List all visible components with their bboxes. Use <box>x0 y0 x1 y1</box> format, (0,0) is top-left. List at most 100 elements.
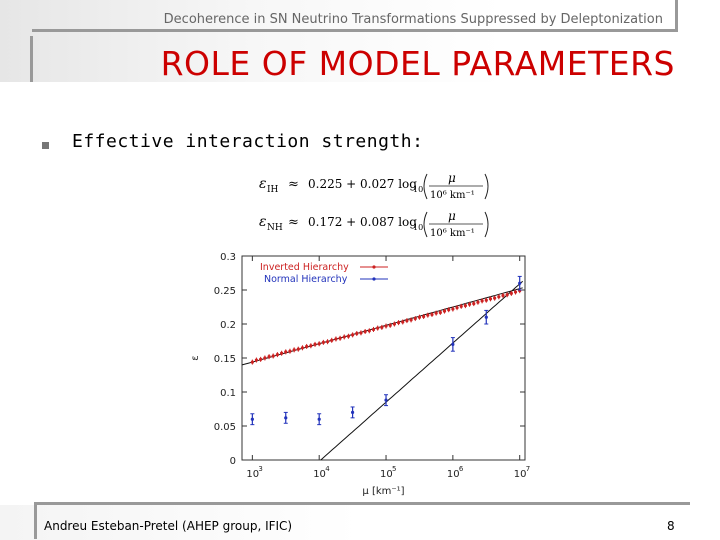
ih-point <box>467 302 472 306</box>
ih-point <box>342 335 346 339</box>
ih-point <box>296 347 300 351</box>
ih-point <box>488 297 493 301</box>
x-tick-label-exponent: 7 <box>526 465 530 473</box>
ih-point <box>396 321 401 325</box>
eq-ih-frac-den: 10⁶ km⁻¹ <box>430 190 475 201</box>
y-tick-label: 0 <box>230 456 236 467</box>
eq-nh-sub: NH <box>267 223 283 233</box>
ih-point <box>250 360 254 364</box>
ih-point <box>292 348 296 352</box>
ih-point <box>317 342 321 346</box>
legend-marker-nh <box>372 277 376 281</box>
x-tick-label: 10 <box>514 469 527 480</box>
x-tick-label: 10 <box>447 469 460 480</box>
ih-point <box>438 310 442 315</box>
equation-nh: ε NH ≈ 0.172 + 0.087 log 10 μ 10⁶ km⁻¹ <box>259 209 489 239</box>
ih-point <box>430 312 434 317</box>
eq-nh-frac-num: μ <box>448 209 456 223</box>
footer-bracket <box>34 502 690 539</box>
eq-ih-paren-left <box>423 173 428 200</box>
ih-point <box>505 293 509 297</box>
x-tick-label: 10 <box>246 469 259 480</box>
ih-point <box>271 354 275 358</box>
ih-point <box>376 326 380 330</box>
ih-point <box>267 355 271 359</box>
ih-point <box>513 290 518 294</box>
header-bracket <box>32 0 678 32</box>
ih-point <box>476 300 480 304</box>
footer-author: Andreu Esteban-Pretel (AHEP group, IFIC) <box>44 519 293 533</box>
nh-point <box>384 398 388 402</box>
ih-point <box>275 353 280 357</box>
nh-point <box>284 416 288 420</box>
ih-point <box>501 293 505 298</box>
ih-point <box>355 331 359 336</box>
ih-point <box>409 318 413 322</box>
plot-frame <box>241 255 526 461</box>
eq-ih-rel: ≈ <box>288 177 299 192</box>
y-tick-label: 0.2 <box>220 320 236 331</box>
eq-ih-sub: IH <box>267 185 279 195</box>
eq-ih-paren-right <box>484 173 489 200</box>
y-tick-label: 0.05 <box>214 422 236 433</box>
y-tick-label: 0.3 <box>220 252 236 263</box>
nh-point <box>350 410 355 414</box>
y-tick-label: 0.15 <box>214 354 236 365</box>
ih-point <box>472 302 476 306</box>
ih-point <box>321 340 325 344</box>
ih-point <box>280 351 284 355</box>
eq-nh-frac-den: 10⁶ km⁻¹ <box>430 228 475 239</box>
fit-line <box>319 280 524 460</box>
equation-ih: ε IH ≈ 0.225 + 0.027 log 10 μ 10⁶ km⁻¹ <box>259 171 489 201</box>
ih-point <box>334 337 338 341</box>
ih-point <box>367 329 371 333</box>
ih-point <box>426 313 430 317</box>
ih-point <box>493 296 497 300</box>
legend-label-nh: Normal Hierarchy <box>264 274 348 285</box>
ih-point <box>413 316 417 321</box>
x-tick-label: 10 <box>313 469 326 480</box>
x-tick-label-exponent: 6 <box>459 465 464 473</box>
ih-point <box>401 320 405 324</box>
ih-point <box>359 331 363 335</box>
page-number: 8 <box>667 519 675 533</box>
y-tick-label: 0.1 <box>220 388 236 399</box>
ih-point <box>363 329 367 334</box>
ih-point <box>417 315 422 319</box>
legend-marker-ih <box>372 265 376 269</box>
bullet-text: Effective interaction strength: <box>72 131 424 152</box>
ih-point <box>392 322 396 326</box>
ih-point <box>480 299 484 303</box>
eq-nh-rhs: 0.172 + 0.087 log <box>308 215 417 229</box>
eq-nh-paren-left <box>423 211 428 238</box>
ih-point <box>284 350 288 354</box>
bullet-marker <box>42 142 49 149</box>
nh-point <box>250 417 254 421</box>
equations: ε IH ≈ 0.225 + 0.027 log 10 μ 10⁶ km⁻¹ ε… <box>259 171 489 239</box>
ih-point <box>309 344 313 348</box>
ih-point <box>434 311 438 315</box>
epsilon-vs-mu-plot: 00.050.10.150.20.250.310 3 10 4 10 5 10 6 10 7μ [… <box>190 252 530 497</box>
ih-point <box>455 306 459 310</box>
ih-point <box>463 304 468 308</box>
eq-nh-rel: ≈ <box>288 215 299 230</box>
ih-point <box>263 356 267 360</box>
ih-point <box>451 307 455 311</box>
slide-title: ROLE OF MODEL PARAMETERS <box>160 44 675 83</box>
eq-ih-logsub: 10 <box>413 185 423 194</box>
x-tick-label-exponent: 4 <box>325 465 330 473</box>
ih-point <box>405 319 409 323</box>
nh-point <box>518 281 522 285</box>
eq-ih-rhs: 0.225 + 0.027 log <box>308 177 417 191</box>
x-axis-label: μ [km⁻¹] <box>362 486 404 497</box>
ih-point <box>422 314 426 319</box>
ih-point <box>254 358 259 362</box>
ih-point <box>300 346 305 350</box>
eq-nh-logsub: 10 <box>413 223 423 232</box>
legend-label-ih: Inverted Hierarchy <box>260 262 349 273</box>
y-tick-label: 0.25 <box>214 286 236 297</box>
title-bracket-line <box>30 36 33 82</box>
ih-point <box>259 357 263 361</box>
ih-point <box>338 336 342 340</box>
ih-point <box>384 324 388 328</box>
